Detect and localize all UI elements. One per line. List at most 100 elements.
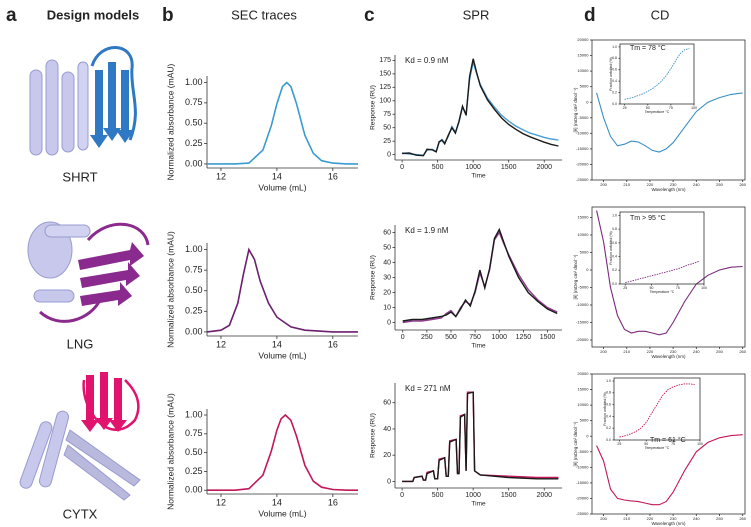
y-tick-label: 0.4 bbox=[612, 79, 617, 83]
y-tick-label: -5000 bbox=[578, 449, 589, 454]
y-tick-label: 0.00 bbox=[185, 485, 203, 495]
data-line bbox=[596, 210, 743, 336]
panel-title: CD bbox=[651, 7, 670, 22]
x-tick-label: 260 bbox=[739, 182, 746, 187]
data-line bbox=[402, 391, 559, 483]
x-tick-label: 250 bbox=[716, 349, 723, 354]
x-tick-label: 210 bbox=[623, 182, 630, 187]
data-line bbox=[596, 434, 743, 506]
y-axis-label: Normalized absorbance (mAU) bbox=[165, 393, 175, 510]
x-tick-label: 250 bbox=[716, 182, 723, 187]
y-tick-label: 5000 bbox=[580, 418, 590, 423]
x-tick-label: 220 bbox=[647, 516, 654, 521]
design-name: CYTX bbox=[63, 506, 98, 521]
y-tick-label: 0 bbox=[387, 151, 391, 158]
x-tick-label: 240 bbox=[693, 516, 700, 521]
y-tick-label: 10000 bbox=[577, 232, 589, 237]
x-tick-label: 220 bbox=[647, 349, 654, 354]
data-line bbox=[207, 81, 358, 165]
panel-letter: c bbox=[364, 5, 375, 26]
y-tick-label: 0.25 bbox=[185, 306, 203, 316]
y-tick-label: 0.0 bbox=[606, 438, 611, 442]
x-tick-label: 50 bbox=[646, 106, 650, 110]
x-tick-label: 240 bbox=[693, 349, 700, 354]
y-tick-label: 1.00 bbox=[185, 244, 203, 254]
y-tick-label: 0 bbox=[586, 267, 589, 272]
x-tick-label: 500 bbox=[445, 334, 457, 341]
annotation: Tm > 95 °C bbox=[630, 214, 666, 222]
x-axis-label: Wavelength (nm) bbox=[651, 354, 686, 359]
y-tick-label: 125 bbox=[379, 84, 391, 91]
y-tick-label: 30 bbox=[383, 274, 391, 281]
x-tick-label: 16 bbox=[328, 498, 338, 508]
y-tick-label: 0.50 bbox=[185, 285, 203, 295]
x-tick-label: 25 bbox=[617, 442, 621, 446]
x-tick-label: 200 bbox=[600, 182, 607, 187]
x-tick-label: 200 bbox=[600, 516, 607, 521]
y-axis-label: Fraction unfolded (%) bbox=[609, 231, 613, 264]
y-tick-label: 20000 bbox=[577, 37, 589, 42]
x-tick-label: 12 bbox=[216, 172, 226, 182]
plot-frame bbox=[613, 377, 701, 441]
panel-letter: d bbox=[584, 5, 596, 26]
plot-frame bbox=[619, 43, 695, 105]
x-tick-label: 100 bbox=[691, 106, 697, 110]
y-axis-label: Response (RU) bbox=[370, 85, 377, 130]
x-tick-label: 2000 bbox=[536, 492, 552, 499]
panel-letter: b bbox=[162, 5, 174, 26]
x-tick-label: 75 bbox=[676, 286, 680, 290]
y-tick-label: 0.4 bbox=[612, 254, 617, 258]
panel-title: SPR bbox=[463, 7, 490, 22]
y-tick-label: -15000 bbox=[576, 320, 589, 325]
y-tick-label: -15000 bbox=[576, 480, 589, 485]
data-line bbox=[206, 247, 358, 333]
x-tick-label: 500 bbox=[432, 164, 444, 171]
y-tick-label: 0.25 bbox=[185, 138, 203, 148]
x-tick-label: 12 bbox=[216, 498, 226, 508]
y-tick-label: 1.00 bbox=[185, 77, 203, 87]
y-tick-label: 0.8 bbox=[612, 56, 617, 60]
y-tick-label: 5000 bbox=[580, 250, 590, 255]
design-name: SHRT bbox=[62, 169, 97, 184]
y-tick-label: -10000 bbox=[576, 464, 589, 469]
y-tick-label: 0.0 bbox=[612, 282, 617, 286]
y-tick-label: 15000 bbox=[577, 53, 589, 58]
x-tick-label: 12 bbox=[216, 340, 226, 350]
x-tick-label: 1500 bbox=[501, 164, 517, 171]
y-tick-label: 0.75 bbox=[185, 97, 203, 107]
x-tick-label: 1250 bbox=[516, 334, 532, 341]
y-tick-label: 100 bbox=[379, 98, 391, 105]
x-tick-label: 250 bbox=[421, 334, 433, 341]
x-axis-label: Time bbox=[471, 501, 486, 508]
y-tick-label: 20 bbox=[383, 289, 391, 296]
x-tick-label: 0 bbox=[401, 334, 405, 341]
y-tick-label: 10000 bbox=[577, 402, 589, 407]
x-tick-label: 230 bbox=[670, 516, 677, 521]
x-tick-label: 210 bbox=[623, 516, 630, 521]
data-line bbox=[619, 383, 695, 438]
y-tick-label: 20 bbox=[383, 452, 391, 459]
y-tick-label: 0.2 bbox=[612, 90, 617, 94]
y-tick-label: -25000 bbox=[576, 177, 589, 182]
x-tick-label: 210 bbox=[623, 349, 630, 354]
y-tick-label: 0.6 bbox=[606, 402, 611, 406]
y-tick-label: -25000 bbox=[576, 511, 589, 516]
y-tick-label: -20000 bbox=[576, 496, 589, 501]
data-line bbox=[402, 391, 559, 483]
y-tick-label: 50 bbox=[383, 125, 391, 132]
plot-frame bbox=[619, 211, 705, 285]
x-tick-label: 240 bbox=[693, 182, 700, 187]
protein-shrt bbox=[29, 46, 137, 156]
y-tick-label: 50 bbox=[383, 244, 391, 251]
x-axis-label: Wavelength (nm) bbox=[651, 187, 686, 192]
protein-cytx bbox=[19, 372, 141, 501]
y-axis-label: [θ] (mDeg cm² dmol⁻¹) bbox=[573, 87, 578, 132]
y-tick-label: 0.50 bbox=[185, 118, 203, 128]
data-line bbox=[625, 260, 699, 284]
y-tick-label: 0 bbox=[387, 478, 391, 485]
x-tick-label: 50 bbox=[644, 442, 648, 446]
x-axis-label: Temperature °C bbox=[645, 446, 670, 450]
y-tick-label: 60 bbox=[383, 400, 391, 407]
y-tick-label: -15000 bbox=[576, 146, 589, 151]
